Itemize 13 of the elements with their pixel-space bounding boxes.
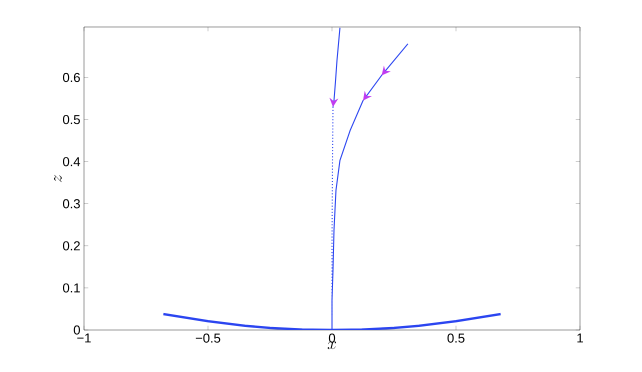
y-tick-label: 0 — [74, 325, 80, 335]
x-tick-label: 0.5 — [448, 334, 464, 343]
x-tick-label: −1 — [77, 334, 91, 342]
y-axis-title: $z$ — [54, 174, 62, 182]
x-tick-label: 1 — [577, 334, 583, 342]
y-tick-label: 0.5 — [62, 114, 80, 124]
x-tick-label: 0 — [328, 334, 336, 343]
y-tick-label: 0.3 — [62, 199, 80, 208]
y-tick-label: 0.2 — [62, 241, 80, 250]
y-tick-label: 0.6 — [62, 72, 80, 82]
x-tick-label: −0.5 — [196, 334, 220, 343]
y-tick-label: 0.1 — [62, 283, 80, 292]
y-tick-label: 0.4 — [62, 157, 80, 166]
